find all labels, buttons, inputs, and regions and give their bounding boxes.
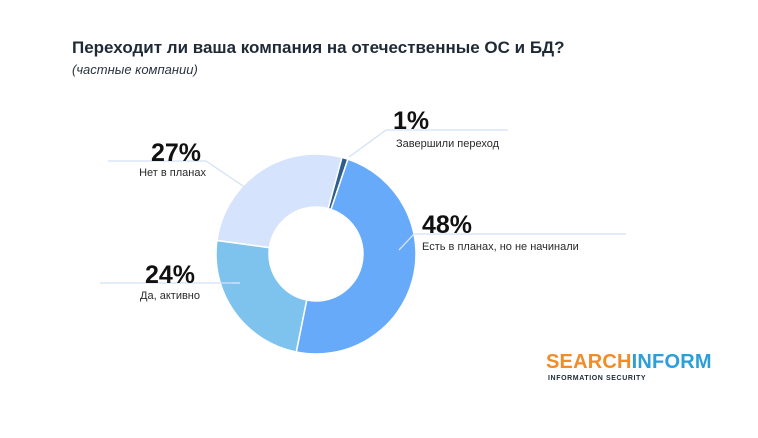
value-label-нет-в-планах: 27%	[151, 139, 201, 167]
logo-wordmark-part2: INFORM	[631, 351, 712, 373]
searchinform-logo: SEARCHINFORM INFORMATION SECURITY	[546, 351, 716, 391]
leader-line-есть-в-планах-но-не-начинали-diag	[398, 233, 415, 251]
slice-нет-в-планах	[216, 153, 343, 249]
value-label-да-активно: 24%	[145, 261, 195, 289]
category-label-есть-в-планах-но-не-начинали: Есть в планах, но не начинали	[422, 241, 579, 253]
leader-line-завершили-переход-diag	[348, 129, 387, 158]
category-label-да-активно: Да, активно	[140, 290, 200, 302]
leader-line-нет-в-планах-diag	[205, 160, 247, 189]
logo-wordmark: SEARCHINFORM	[546, 351, 712, 373]
slice-да-активно	[215, 239, 308, 353]
value-label-есть-в-планах-но-не-начинали: 48%	[422, 211, 472, 239]
logo-tagline: INFORMATION SECURITY	[548, 375, 647, 382]
chart-subtitle: (частные компании)	[72, 62, 198, 77]
chart-title: Переходит ли ваша компания на отечествен…	[72, 38, 565, 57]
slice-есть-в-планах-но-не-начинали	[295, 158, 417, 355]
logo-wordmark-part1: SEARCH	[546, 351, 632, 373]
category-label-завершили-переход: Завершили переход	[396, 138, 500, 150]
value-label-завершили-переход: 1%	[393, 107, 429, 135]
category-label-нет-в-планах: Нет в планах	[139, 167, 206, 179]
